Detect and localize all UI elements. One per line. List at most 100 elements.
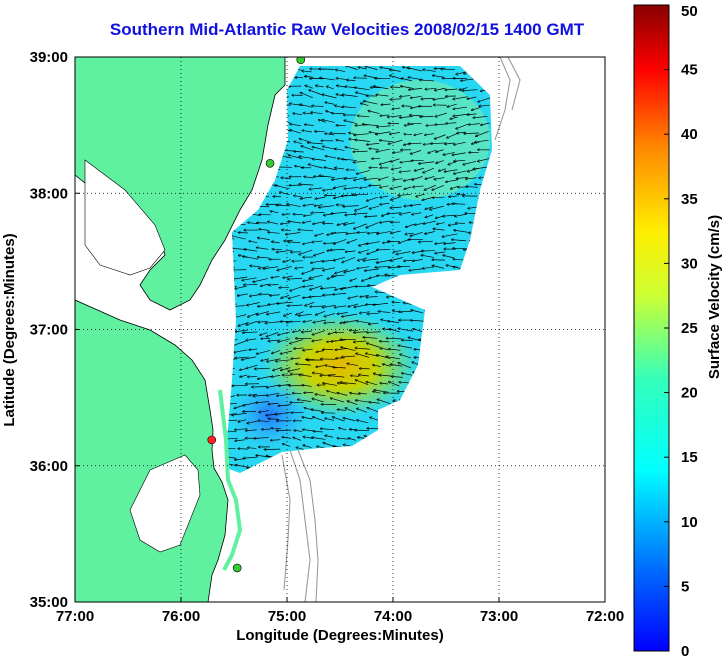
velocity-arrow-340	[380, 185, 389, 188]
velocity-arrow-465	[377, 231, 391, 234]
velocity-arrow-988	[357, 420, 369, 424]
velocity-arrow-987	[343, 418, 356, 422]
velocity-arrow-319	[425, 176, 435, 179]
velocity-arrow-702	[238, 322, 249, 326]
velocity-arrow-829	[255, 368, 270, 369]
velocity-arrow-294	[423, 167, 435, 173]
velocity-arrow-983	[302, 417, 313, 420]
velocity-arrow-511	[330, 249, 345, 250]
velocity-arrow-477	[231, 236, 246, 240]
velocity-arrow-140	[380, 115, 390, 116]
velocity-arrow-84	[309, 90, 323, 96]
velocity-arrow-245	[436, 149, 444, 152]
velocity-arrow-867	[402, 373, 412, 376]
velocity-arrow-183	[302, 130, 312, 133]
velocity-arrow-284	[308, 164, 323, 169]
velocity-arrow-1056	[283, 444, 291, 447]
velocity-arrow-543	[413, 258, 423, 261]
velocity-arrow-316	[393, 179, 403, 180]
velocity-arrow-929	[256, 402, 269, 403]
velocity-arrow-139	[368, 111, 380, 114]
velocity-arrow-237	[345, 147, 359, 151]
velocity-arrow-145	[435, 112, 448, 117]
velocity-arrow-989	[370, 417, 379, 421]
velocity-arrow-421	[443, 215, 456, 216]
velocity-arrow-390	[380, 203, 390, 204]
velocity-arrow-432	[288, 221, 301, 224]
velocity-arrow-124	[479, 105, 490, 106]
velocity-arrow-462	[346, 233, 359, 234]
velocity-arrow-805	[267, 358, 281, 362]
velocity-arrow-195	[435, 134, 446, 139]
velocity-arrow-705	[265, 321, 280, 323]
velocity-arrow-693	[411, 310, 424, 314]
velocity-arrow-169	[426, 125, 436, 126]
velocity-arrow-160	[322, 120, 335, 123]
velocity-arrow-505	[272, 249, 282, 250]
velocity-arrow-484	[312, 241, 323, 242]
velocity-arrow-752	[233, 340, 246, 345]
velocity-arrow-470	[433, 229, 445, 231]
velocity-arrow-731	[278, 331, 290, 335]
velocity-arrow-578	[242, 277, 257, 281]
velocity-arrow-542	[404, 260, 413, 261]
velocity-arrow-764	[363, 337, 378, 338]
velocity-arrow-114	[363, 101, 378, 105]
y-tick-label-4: 39:00	[30, 49, 68, 66]
velocity-arrow-68	[409, 87, 423, 89]
velocity-arrow-457	[286, 232, 301, 234]
velocity-arrow-108	[300, 104, 312, 108]
velocity-arrow-789	[367, 343, 380, 348]
velocity-arrow-333	[299, 184, 314, 185]
velocity-arrow-97	[453, 96, 468, 99]
velocity-arrow-978	[247, 420, 258, 423]
velocity-arrow-295	[439, 168, 446, 171]
velocity-arrow-779	[256, 350, 271, 353]
velocity-arrow-539	[363, 258, 379, 261]
velocity-arrow-270	[436, 160, 444, 164]
velocity-arrow-235	[323, 146, 336, 150]
station-markers	[207, 57, 306, 573]
velocity-arrow-541	[390, 257, 403, 261]
velocity-arrow-336	[334, 185, 347, 188]
velocity-arrow-759	[312, 339, 323, 342]
velocity-arrow-833	[296, 364, 312, 366]
velocity-arrow-241	[393, 152, 402, 153]
velocity-arrow-756	[278, 338, 291, 342]
velocity-arrow-804	[261, 358, 269, 361]
velocity-arrow-362	[341, 195, 358, 196]
velocity-arrow-364	[367, 196, 379, 201]
velocity-arrow-87	[342, 95, 358, 97]
velocity-arrow-612	[341, 285, 356, 289]
velocity-arrow-529	[258, 257, 270, 258]
velocity-arrow-174	[481, 122, 490, 125]
velocity-arrow-142	[400, 116, 413, 117]
y-axis-title: Latitude (Degrees:Minutes)	[1, 233, 18, 426]
velocity-arrow-472	[454, 230, 469, 233]
velocity-arrow-244	[428, 149, 437, 153]
velocity-arrow-889	[366, 382, 378, 386]
velocity-arrow-630	[270, 295, 280, 296]
colorbar-tick-labels: 0 5 10 15 20 25 30 35 40 45 50	[664, 3, 698, 659]
velocity-arrow-790	[380, 348, 389, 349]
colorbar-tick-label-3: 15	[681, 449, 698, 466]
velocity-arrow-263	[353, 161, 367, 162]
velocity-arrow-587	[350, 278, 357, 281]
velocity-arrow-780	[272, 350, 281, 353]
velocity-arrow-288	[356, 170, 370, 174]
velocity-arrow-885	[323, 383, 338, 386]
velocity-arrow-391	[390, 207, 402, 208]
velocity-arrow-36	[336, 78, 347, 80]
velocity-arrow-455	[268, 232, 280, 233]
station-marker-3	[232, 563, 242, 573]
velocity-arrow-199	[476, 130, 489, 136]
velocity-arrow-320	[434, 177, 445, 180]
velocity-arrow-138	[357, 116, 370, 117]
velocity-arrow-713	[356, 321, 370, 324]
velocity-arrow-58	[305, 86, 313, 89]
velocity-arrow-162	[344, 120, 358, 124]
velocity-arrow-115	[381, 104, 391, 105]
colorbar-tick-label-5: 25	[681, 320, 698, 337]
velocity-arrow-469	[425, 231, 435, 234]
velocity-arrow-260	[325, 156, 337, 159]
